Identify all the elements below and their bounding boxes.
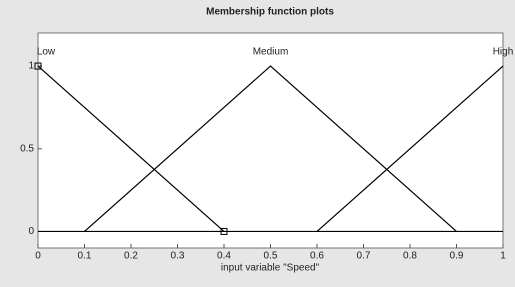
x-tick-label: 0.8	[403, 251, 417, 262]
x-tick-label: 0.9	[450, 251, 464, 262]
y-tick-label: 0.5	[20, 143, 34, 154]
x-tick-label: 0.5	[264, 251, 278, 262]
x-tick-label: 0	[35, 251, 41, 262]
x-tick-label: 0.3	[171, 251, 185, 262]
x-tick-label: 0.1	[78, 251, 92, 262]
series-label: High	[493, 47, 514, 58]
series-label: Low	[37, 47, 56, 58]
x-tick-label: 1	[500, 251, 506, 262]
x-axis-label: input variable "Speed"	[221, 263, 320, 274]
y-tick-label: 1	[28, 61, 34, 72]
series-label: Medium	[253, 47, 289, 58]
x-tick-label: 0.6	[310, 251, 324, 262]
page: {"chart_data": {"type": "line", "title":…	[0, 0, 515, 282]
chart-title: Membership function plots	[206, 7, 334, 18]
y-tick-label: 0	[28, 226, 34, 237]
x-tick-label: 0.7	[357, 251, 371, 262]
chart: Membership function plots input variable…	[0, 0, 515, 282]
x-tick-label: 0.2	[124, 251, 138, 262]
x-tick-label: 0.4	[217, 251, 231, 262]
plot-area	[38, 33, 503, 248]
